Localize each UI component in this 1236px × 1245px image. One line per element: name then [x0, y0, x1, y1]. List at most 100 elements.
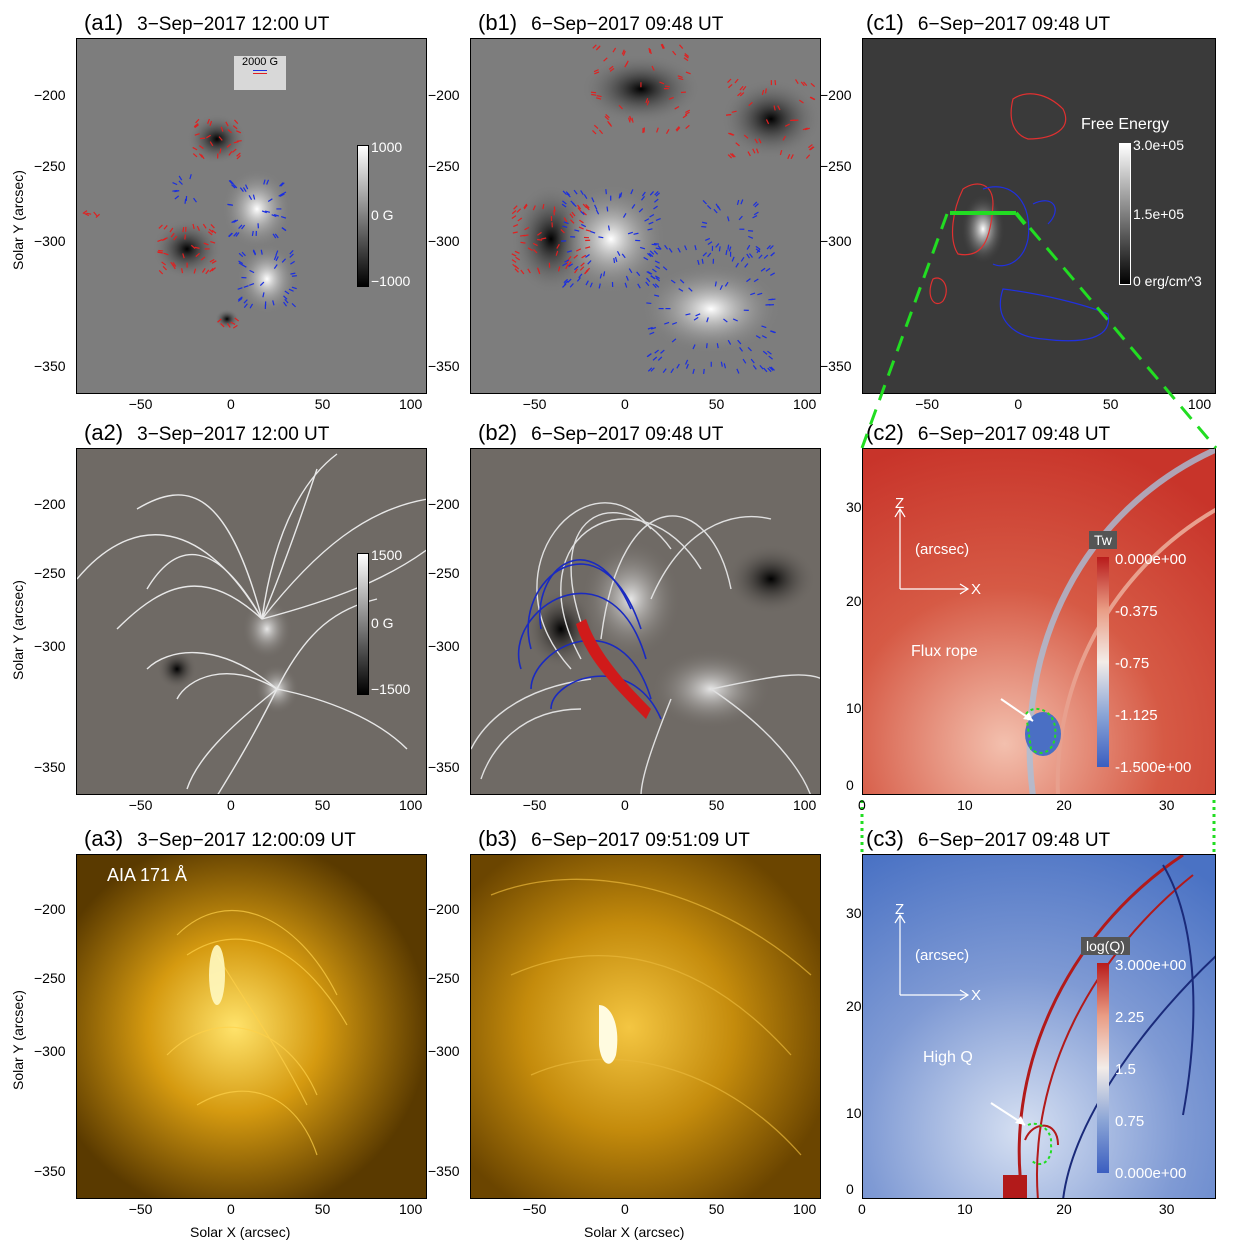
panel-a3-title: (a3) 3−Sep−2017 12:00:09 UT	[84, 826, 356, 852]
y-tick-0-2-3: −350	[820, 357, 852, 374]
b3-aia-image	[471, 855, 820, 1198]
panel-c3-title: (c3) 6−Sep−2017 09:48 UT	[866, 826, 1110, 852]
y-axis-label-row2: Solar Y (arcsec)	[10, 580, 26, 680]
a3-aia-image	[77, 855, 426, 1198]
z-tick-0-0: 30	[846, 498, 862, 515]
axis-x-label: X	[971, 987, 982, 1004]
y-tick-0-0-0: −200	[34, 86, 66, 103]
colorbar-c3-tick-0: 3.000e+00	[1115, 957, 1187, 974]
panel-date: 6−Sep−2017 09:48 UT	[531, 424, 724, 445]
aia-wavelength-label: AIA 171 Å	[107, 865, 188, 885]
y-tick-2-1-3: −350	[428, 1163, 460, 1180]
y-tick-2-1-2: −300	[428, 1042, 460, 1059]
y-tick-2-0-3: −350	[34, 1163, 66, 1180]
zx-tick-1-0: 0	[858, 1201, 866, 1217]
y-tick-1-1-0: −200	[428, 495, 460, 512]
colorbar-c3-tick-2: 1.5	[1115, 1061, 1136, 1078]
panel-label: (b2)	[478, 420, 518, 445]
magnetogram-b1	[470, 38, 821, 394]
x-tick-0-1-3: 100	[398, 797, 423, 813]
zx-tick-0-2: 20	[1056, 797, 1072, 813]
y-tick-1-0-0: −200	[34, 495, 66, 512]
colorbar-c3-tick-4: 0.000e+00	[1115, 1165, 1187, 1182]
b1-magnetogram-image	[511, 43, 820, 375]
axis-unit-label: (arcsec)	[915, 947, 970, 964]
colorbar-c3	[1097, 963, 1109, 1173]
panel-b1-title: (b1) 6−Sep−2017 09:48 UT	[478, 10, 723, 36]
z-tick-0-1: 20	[846, 592, 862, 609]
colorbar-c3-tick-3: 0.75	[1115, 1113, 1145, 1130]
zx-tick-0-1: 10	[957, 797, 973, 813]
panel-date: 3−Sep−2017 12:00 UT	[137, 14, 330, 35]
x-tick-1-1-0: −50	[522, 797, 547, 813]
panel-b2-title: (b2) 6−Sep−2017 09:48 UT	[478, 420, 723, 446]
x-axis-label-a3: Solar X (arcsec)	[190, 1224, 291, 1240]
x-tick-1-0-3: 100	[792, 396, 817, 412]
colorbar-a1-max: 1000	[371, 139, 403, 155]
y-tick-0-1-1: −250	[428, 158, 460, 175]
y-tick-0-2-2: −300	[820, 232, 852, 249]
axis-z-label: Z	[895, 901, 905, 918]
aia-171-a3: AIA 171 Å	[76, 854, 427, 1199]
y-tick-0-1-3: −350	[428, 357, 460, 374]
colorbar-a2-max: 1500	[371, 547, 403, 563]
y-tick-0-0-2: −300	[34, 232, 66, 249]
y-tick-1-1-2: −300	[428, 637, 460, 654]
y-tick-2-1-0: −200	[428, 901, 460, 918]
y-axis-label-row1: Solar Y (arcsec)	[10, 170, 26, 270]
panel-label: (b3)	[478, 826, 518, 851]
x-tick-1-0-0: −50	[522, 396, 547, 412]
y-tick-1-1-1: −250	[428, 564, 460, 581]
x-tick-0-2-0: −50	[128, 1201, 153, 1217]
colorbar-a1	[357, 145, 369, 287]
flux-rope-annotation: Flux rope	[911, 643, 978, 660]
colorbar-c2-tick-1: -0.375	[1115, 603, 1158, 620]
x-axis-label-b3: Solar X (arcsec)	[584, 1224, 685, 1240]
zx-tick-0-0: 0	[858, 797, 866, 813]
zx-tick-1-3: 30	[1158, 1201, 1175, 1217]
logq-colorbar-title: log(Q)	[1081, 937, 1130, 955]
a1-magnetogram-image	[82, 114, 297, 329]
colorbar-c2	[1097, 557, 1109, 767]
twist-map-c2: Z X (arcsec) Flux rope Tw 0.000e+00 -0.3…	[862, 448, 1216, 795]
panel-a1-title: (a1) 3−Sep−2017 12:00 UT	[84, 10, 329, 36]
y-tick-0-0-3: −350	[34, 357, 66, 374]
colorbar-a1-mid: 0 G	[371, 207, 394, 223]
magnetogram-a1: 2000 G 1000 0 G −1000	[76, 38, 427, 394]
x-tick-0-2-1: 0	[226, 1201, 235, 1217]
y-tick-1-1-3: −350	[428, 759, 460, 776]
panel-label: (a1)	[84, 10, 124, 35]
z-tick-1-2: 10	[846, 1104, 862, 1121]
panel-date: 6−Sep−2017 09:48 UT	[917, 14, 1111, 35]
y-tick-0-1-0: −200	[428, 86, 460, 103]
c2-twist-image	[863, 449, 1215, 794]
panel-label: (a3)	[84, 826, 124, 851]
x-tick-1-2-3: 100	[792, 1201, 817, 1217]
b2-field-lines-image	[471, 502, 820, 794]
z-tick-0-2: 10	[846, 700, 862, 717]
free-energy-map-c1: Free Energy 3.0e+05 1.5e+05 0 erg/cm^3	[862, 38, 1216, 394]
high-q-annotation: High Q	[923, 1049, 973, 1066]
x-tick-0-0-1: 0	[226, 396, 235, 412]
x-tick-0-0-3: 100	[398, 396, 423, 412]
colorbar-c3-tick-1: 2.25	[1115, 1009, 1145, 1026]
x-tick-1-2-2: 50	[708, 1201, 725, 1217]
aia-171-b3	[470, 854, 821, 1199]
y-tick-0-2-0: −200	[820, 86, 852, 103]
colorbar-c2-tick-3: -1.125	[1115, 707, 1158, 724]
z-tick-1-3: 0	[846, 1180, 854, 1197]
y-tick-2-1-1: −250	[428, 970, 460, 987]
z-tick-1-1: 20	[846, 997, 862, 1014]
x-tick-0-0-2: 50	[314, 396, 331, 412]
z-tick-1-0: 30	[846, 904, 862, 921]
panel-date: 6−Sep−2017 09:48 UT	[917, 424, 1111, 445]
c3-logq-image	[863, 855, 1215, 1198]
y-tick-0-1-2: −300	[428, 232, 460, 249]
zx-tick-0-3: 30	[1158, 797, 1175, 813]
panel-date: 3−Sep−2017 12:00:09 UT	[137, 830, 356, 851]
panel-label: (b1)	[478, 10, 518, 35]
zx-tick-1-1: 10	[957, 1201, 973, 1217]
x-tick-1-0-2: 50	[708, 396, 725, 412]
colorbar-c1	[1119, 143, 1131, 285]
y-tick-2-0-0: −200	[34, 901, 66, 918]
